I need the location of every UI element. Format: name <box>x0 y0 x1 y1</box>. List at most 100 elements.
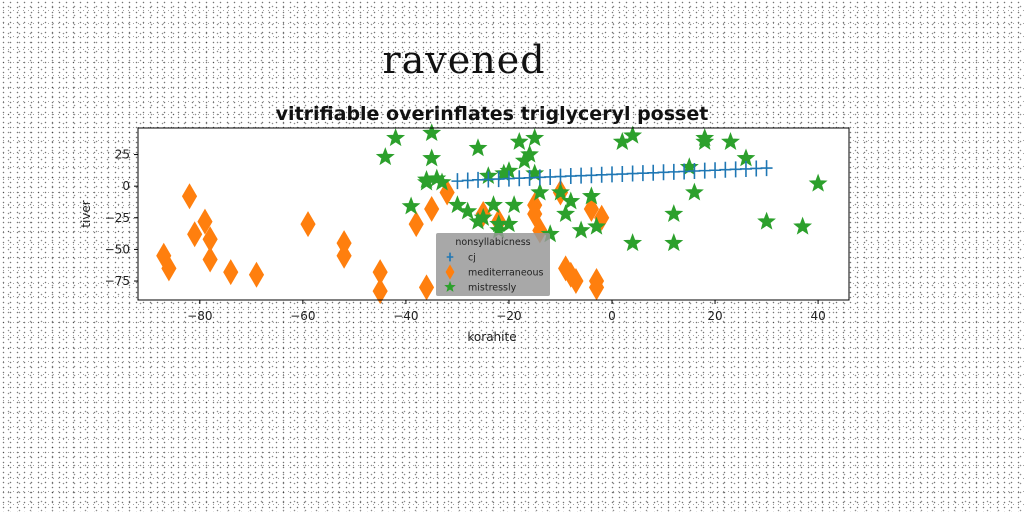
x-tick-label: −40 <box>393 309 418 323</box>
data-point-cj <box>461 172 474 189</box>
data-point-cj <box>554 168 567 185</box>
x-tick-label: −60 <box>290 309 315 323</box>
data-point-mediterraneous <box>408 211 424 238</box>
y-axis-label: tiver <box>79 200 93 228</box>
data-point-cj <box>482 171 495 188</box>
data-point-cj <box>657 164 670 181</box>
data-point-cj <box>492 171 505 188</box>
data-point-mistressly <box>664 233 684 252</box>
data-point-mistressly <box>432 172 452 191</box>
data-point-cj <box>523 169 536 186</box>
data-point-mediterraneous <box>161 255 177 282</box>
legend-box <box>436 233 550 296</box>
data-point-cj <box>750 160 763 177</box>
data-point-mistressly <box>458 201 478 220</box>
data-point-mistressly <box>468 138 488 157</box>
data-point-cj <box>667 163 680 180</box>
data-point-cj <box>606 166 618 183</box>
data-point-mediterraneous <box>248 261 265 288</box>
data-point-mistressly <box>587 216 606 235</box>
data-point-cj <box>688 163 701 179</box>
page-title: ravened <box>382 38 546 82</box>
data-point-mistressly <box>581 186 601 205</box>
data-point-mistressly <box>386 128 406 147</box>
data-point-mistressly <box>401 196 421 215</box>
legend-entry: cj <box>468 253 476 264</box>
data-point-cj <box>585 167 598 184</box>
data-point-mistressly <box>540 224 560 243</box>
x-axis-label: korahite <box>467 330 516 344</box>
data-point-mistressly <box>504 195 524 214</box>
x-tick-label: −80 <box>187 309 212 323</box>
series-mistressly <box>375 123 828 252</box>
data-point-mistressly <box>417 172 436 191</box>
data-point-mistressly <box>520 144 539 163</box>
data-point-mistressly <box>685 182 704 201</box>
series-cj <box>451 160 773 190</box>
data-point-mistressly <box>499 214 519 233</box>
data-point-mistressly <box>808 173 828 192</box>
data-point-mediterraneous <box>424 195 440 222</box>
data-point-cj <box>533 169 546 186</box>
data-point-mistressly <box>484 195 503 214</box>
data-point-mistressly <box>571 220 591 239</box>
data-point-mediterraneous <box>439 179 455 206</box>
y-tick-label: −25 <box>105 211 130 225</box>
data-point-cj <box>513 170 526 187</box>
x-tick-label: −20 <box>496 309 521 323</box>
data-point-cj <box>739 160 752 177</box>
data-point-cj <box>472 171 485 188</box>
data-point-mediterraneous <box>336 242 352 269</box>
data-point-cj <box>502 170 515 187</box>
data-point-mistressly <box>721 131 740 150</box>
y-tick-label: 0 <box>122 179 130 193</box>
data-point-mistressly <box>375 147 395 166</box>
data-point-cj <box>709 162 722 179</box>
data-point-mistressly <box>757 211 776 230</box>
data-point-mistressly <box>793 216 813 235</box>
legend-entry: mediterraneous <box>468 268 544 279</box>
data-point-cj <box>595 166 608 183</box>
chart-title: vitrifiable overinflates triglyceryl pos… <box>276 103 709 125</box>
data-point-mistressly <box>422 123 442 142</box>
data-point-cj <box>760 160 773 177</box>
data-point-cj <box>636 165 649 182</box>
y-tick-label: −50 <box>105 242 130 256</box>
data-point-mediterraneous <box>202 246 218 273</box>
data-point-mediterraneous <box>568 268 584 295</box>
data-point-mistressly <box>556 204 576 223</box>
data-point-cj <box>729 161 742 178</box>
plot-frame <box>137 127 850 301</box>
data-point-mistressly <box>623 125 643 144</box>
x-tick-label: 20 <box>707 309 722 323</box>
data-point-mediterraneous <box>197 208 213 235</box>
y-tick-label: −75 <box>105 274 130 288</box>
legend-marker-mediterraneous <box>445 264 455 280</box>
data-point-cj <box>616 166 629 183</box>
data-point-cj <box>719 161 732 178</box>
legend-marker-mistressly <box>444 280 456 292</box>
x-tick-label: 0 <box>608 309 616 323</box>
data-point-mediterraneous <box>588 274 605 301</box>
data-point-mistressly <box>509 132 529 150</box>
y-tick-label: 25 <box>115 148 130 162</box>
legend-entry: mistressly <box>468 283 517 294</box>
data-point-cj <box>678 163 691 180</box>
data-point-mistressly <box>561 191 581 210</box>
data-point-mediterraneous <box>527 201 543 227</box>
data-point-mistressly <box>530 182 550 201</box>
x-tick-label: 40 <box>810 309 825 323</box>
data-point-mistressly <box>551 182 570 201</box>
data-point-cj <box>564 168 577 185</box>
data-point-mistressly <box>468 211 488 230</box>
legend-title: nonsyllabicness <box>455 237 530 248</box>
data-point-mediterraneous <box>418 274 435 301</box>
legend: nonsyllabicness cj mediterraneous mistress… <box>436 233 550 296</box>
data-point-mediterraneous <box>223 259 239 286</box>
data-point-mediterraneous <box>187 221 203 248</box>
data-point-cj <box>698 162 711 179</box>
data-point-cj <box>575 167 588 184</box>
legend-marker-cj <box>446 252 454 262</box>
data-point-mediterraneous <box>181 183 198 210</box>
